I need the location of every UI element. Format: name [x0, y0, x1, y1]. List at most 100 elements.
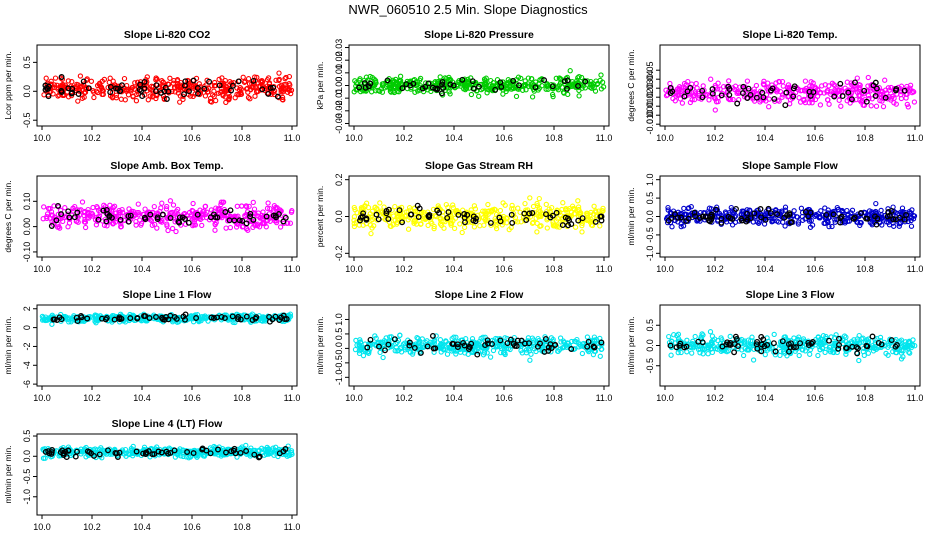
- data-point: [367, 73, 373, 80]
- data-point: [815, 211, 821, 217]
- data-point-alt: [357, 217, 363, 224]
- x-tick-label: 10.6: [183, 264, 201, 274]
- data-point: [550, 223, 557, 229]
- data-point-alt: [153, 314, 159, 320]
- data-point-alt: [190, 77, 197, 84]
- data-point: [905, 104, 911, 110]
- y-tick-label: -0.2: [334, 246, 344, 262]
- data-point: [382, 85, 388, 91]
- data-point: [675, 86, 681, 92]
- data-point-alt: [154, 216, 161, 222]
- data-point-alt: [182, 82, 188, 89]
- data-point: [766, 104, 772, 110]
- data-point: [857, 220, 864, 226]
- data-point: [174, 77, 181, 83]
- data-point: [246, 203, 252, 210]
- data-point-alt: [455, 211, 462, 218]
- data-point: [892, 346, 898, 353]
- data-point-alt: [280, 312, 287, 319]
- data-point: [882, 77, 888, 83]
- data-point-alt: [793, 344, 800, 351]
- data-point: [82, 219, 89, 225]
- y-axis-label: percent per min.: [315, 186, 325, 247]
- data-point: [782, 207, 789, 213]
- data-point: [547, 209, 553, 215]
- data-point: [471, 203, 478, 209]
- x-tick-label: 11.0: [596, 393, 613, 403]
- data-point: [222, 94, 228, 100]
- data-point: [232, 319, 238, 326]
- data-point: [107, 75, 113, 81]
- data-point: [141, 444, 148, 450]
- data-point-alt: [882, 94, 889, 101]
- data-point: [598, 72, 604, 78]
- data-point-alt: [190, 450, 197, 457]
- x-tick-label: 11.0: [907, 393, 924, 403]
- data-point: [177, 99, 183, 105]
- data-point-alt: [745, 85, 752, 92]
- data-point: [263, 224, 269, 230]
- data-point-alt: [864, 343, 871, 350]
- data-point-alt: [475, 83, 482, 90]
- data-point: [697, 350, 703, 356]
- data-point: [240, 74, 246, 80]
- data-point-alt: [839, 93, 846, 100]
- data-point: [475, 341, 482, 347]
- data-point-alt: [235, 316, 241, 323]
- data-point-alt: [438, 90, 445, 97]
- data-point: [690, 338, 696, 344]
- data-point-alt: [74, 318, 81, 325]
- data-point: [170, 80, 177, 86]
- data-point-alt: [677, 340, 684, 347]
- data-point-alt: [171, 447, 178, 454]
- data-point: [244, 85, 251, 92]
- data-point-alt: [673, 344, 680, 351]
- data-point-alt: [385, 216, 392, 222]
- data-point: [172, 454, 179, 460]
- data-point-alt: [788, 219, 795, 225]
- data-point-alt: [808, 340, 815, 347]
- data-point: [718, 212, 724, 219]
- data-point-alt: [725, 83, 732, 90]
- data-point: [592, 88, 599, 94]
- data-point: [42, 455, 48, 461]
- data-point: [442, 75, 448, 81]
- data-point: [265, 75, 272, 81]
- data-point: [284, 453, 290, 459]
- data-point: [419, 336, 425, 342]
- data-point: [599, 79, 606, 85]
- data-point: [273, 444, 279, 450]
- data-point: [65, 94, 72, 100]
- y-tick-label: -0.5: [645, 358, 655, 374]
- chart-title: Slope Sample Flow: [742, 160, 839, 172]
- data-point: [151, 203, 157, 210]
- data-point: [448, 222, 454, 228]
- data-point-alt: [58, 74, 65, 80]
- y-tick-label: -0.5: [645, 227, 655, 243]
- data-point: [153, 75, 159, 81]
- data-point-alt: [399, 85, 406, 92]
- data-point: [121, 75, 128, 82]
- data-point: [131, 212, 137, 219]
- data-point: [453, 351, 459, 357]
- data-point-alt: [216, 82, 223, 89]
- data-point: [351, 223, 358, 230]
- data-point-alt: [134, 315, 141, 322]
- data-point-alt: [454, 344, 461, 351]
- data-point-alt: [364, 344, 371, 351]
- data-point-alt: [675, 214, 681, 221]
- data-point: [93, 88, 100, 94]
- data-point: [819, 83, 825, 89]
- data-point-alt: [208, 314, 215, 321]
- data-point-alt: [125, 213, 132, 220]
- y-tick-label: 0.5: [334, 328, 344, 341]
- data-point-alt: [221, 315, 228, 322]
- data-point: [579, 350, 586, 357]
- data-point: [706, 97, 712, 103]
- data-point: [93, 222, 100, 228]
- data-point: [688, 204, 694, 210]
- data-point: [134, 209, 140, 216]
- data-point: [854, 75, 860, 81]
- data-point: [175, 90, 181, 96]
- data-point: [113, 92, 120, 98]
